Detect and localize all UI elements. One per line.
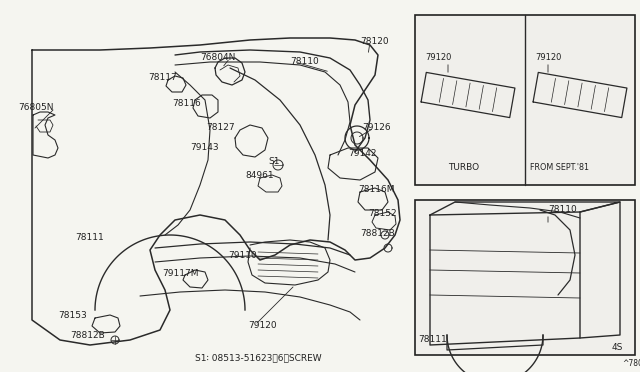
Text: 78110: 78110 [290,58,319,67]
Bar [415,15,635,185]
Text: S1∶ 08513-51623（6）SCREW: S1∶ 08513-51623（6）SCREW [195,353,321,362]
Text: 79142: 79142 [348,148,376,157]
Text: 79117M: 79117M [162,269,198,278]
Text: 84961: 84961 [245,170,274,180]
Text: TURBO: TURBO [448,164,479,173]
Text: 76804N: 76804N [200,54,236,62]
Text: 78153: 78153 [58,311,87,321]
Text: 78116: 78116 [172,99,201,108]
Bar [415,200,635,355]
Text: 79120: 79120 [535,54,561,62]
Text: 78117: 78117 [148,74,177,83]
Text: 78110: 78110 [548,205,577,215]
Text: 78111: 78111 [75,234,104,243]
Text: S1: S1 [268,157,280,167]
Text: 78127: 78127 [206,124,235,132]
Text: 78812B: 78812B [360,228,395,237]
Text: 79143: 79143 [190,144,219,153]
Text: 78120: 78120 [360,38,388,46]
Text: 78111: 78111 [418,336,447,344]
Text: 4S: 4S [612,343,623,353]
Text: FROM SEPT.'81: FROM SEPT.'81 [530,164,589,173]
Text: 79126: 79126 [362,124,390,132]
Text: 79110: 79110 [228,250,257,260]
Text: ^780⁄0057: ^780⁄0057 [622,359,640,368]
Text: 78152: 78152 [368,208,397,218]
Text: 79120: 79120 [425,54,451,62]
Text: 78812B: 78812B [70,330,105,340]
Text: 78116M: 78116M [358,186,394,195]
Text: 76805N: 76805N [18,103,54,112]
Text: 79120: 79120 [248,321,276,330]
